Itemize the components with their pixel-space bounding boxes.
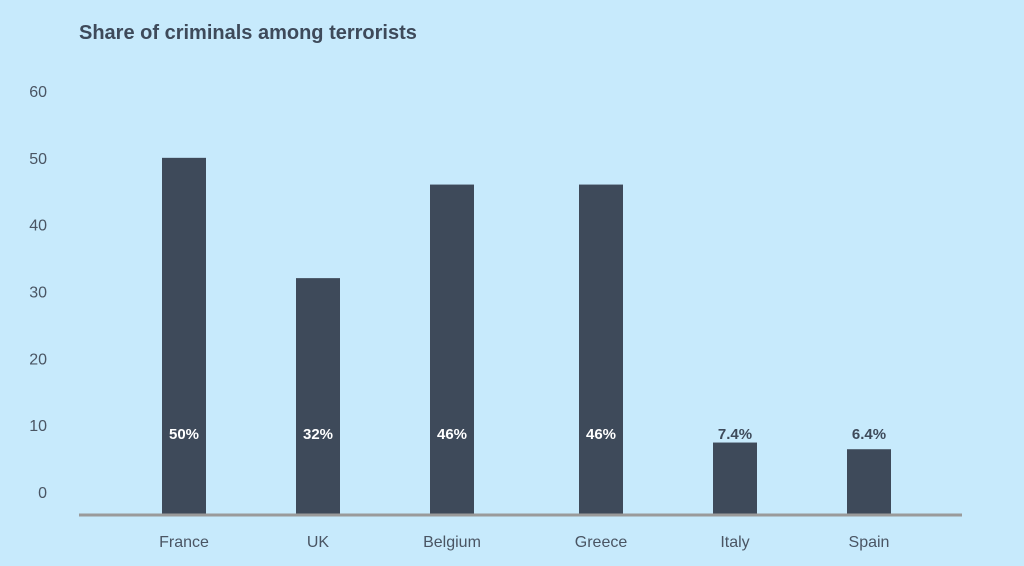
- bar-spain: [847, 449, 891, 514]
- y-tick-label: 30: [29, 285, 47, 302]
- x-tick-label-uk: UK: [307, 534, 330, 551]
- x-tick-label-belgium: Belgium: [423, 534, 481, 551]
- y-tick-label: 0: [38, 485, 47, 502]
- y-tick-label: 40: [29, 218, 47, 235]
- bar-italy: [713, 442, 757, 514]
- data-label-greece: 46%: [586, 426, 616, 443]
- x-tick-label-spain: Spain: [849, 534, 890, 551]
- data-label-italy: 7.4%: [718, 426, 752, 443]
- data-label-uk: 32%: [303, 426, 333, 443]
- x-tick-label-france: France: [159, 534, 209, 551]
- y-tick-label: 10: [29, 418, 47, 435]
- bar-greece: [579, 184, 623, 515]
- bar-uk: [296, 278, 340, 514]
- bar-belgium: [430, 184, 474, 515]
- chart-title: Share of criminals among terrorists: [79, 22, 417, 44]
- data-label-spain: 6.4%: [852, 426, 886, 443]
- x-tick-label-greece: Greece: [575, 534, 628, 551]
- data-label-france: 50%: [169, 426, 199, 443]
- y-tick-label: 60: [29, 84, 47, 101]
- bar-france: [162, 157, 206, 515]
- x-tick-label-italy: Italy: [720, 534, 749, 551]
- y-tick-label: 20: [29, 351, 47, 368]
- data-label-belgium: 46%: [437, 426, 467, 443]
- y-tick-label: 50: [29, 151, 47, 168]
